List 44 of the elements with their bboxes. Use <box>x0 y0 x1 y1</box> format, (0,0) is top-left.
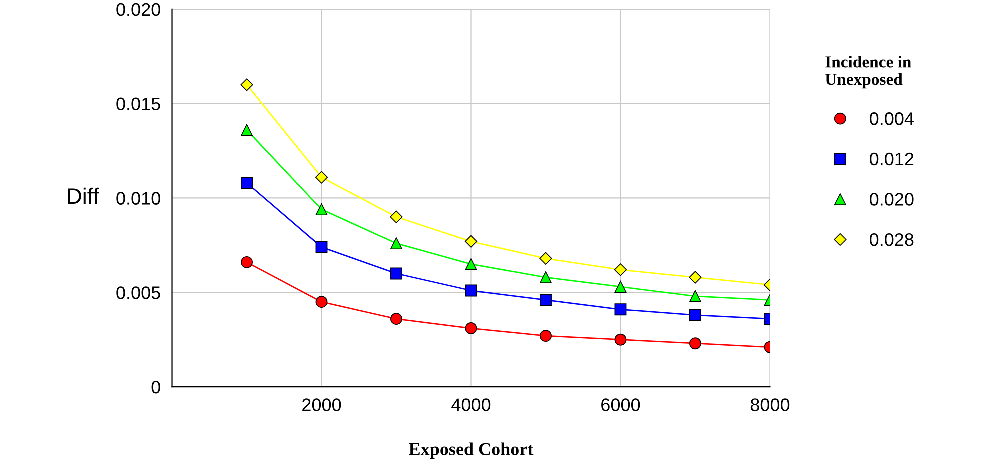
point <box>240 78 254 92</box>
x-tick-label: 2000 <box>302 398 342 412</box>
point <box>540 330 552 342</box>
point <box>690 309 702 322</box>
point <box>540 294 552 306</box>
point <box>316 241 328 254</box>
point <box>390 313 402 326</box>
point <box>315 171 328 184</box>
x-tick-label: 4000 <box>452 398 491 412</box>
point <box>689 271 702 284</box>
point <box>465 284 478 297</box>
x-tick-label: 6000 <box>602 398 640 412</box>
point <box>690 290 702 302</box>
point <box>614 281 627 293</box>
point <box>540 272 552 284</box>
point <box>464 235 478 248</box>
point <box>465 322 478 334</box>
legend-label: 0.020 <box>870 193 914 206</box>
y-tick-label: 0.005 <box>116 286 160 300</box>
point <box>316 204 328 216</box>
y-tick-label: 0.020 <box>116 3 160 16</box>
point <box>614 334 627 346</box>
point <box>390 210 403 224</box>
y-axis-title: Diff <box>68 188 100 204</box>
legend-label: 0.028 <box>870 233 914 246</box>
point <box>316 296 328 308</box>
x-tick-label: 8000 <box>750 398 790 412</box>
y-tick-label: 0 <box>152 380 160 394</box>
point <box>540 252 552 265</box>
point <box>390 238 402 250</box>
point <box>690 338 702 350</box>
point <box>614 264 628 276</box>
point <box>465 258 478 270</box>
x-axis-title: Exposed Cohort <box>409 442 534 460</box>
point <box>241 177 253 190</box>
legend-title: Incidence in Unexposed <box>826 56 912 89</box>
point <box>241 256 253 268</box>
y-tick-label: 0.015 <box>116 98 160 111</box>
y-tick-label: 0.010 <box>116 192 160 205</box>
point <box>390 268 402 280</box>
legend-label: 0.004 <box>870 112 914 126</box>
point <box>614 304 627 316</box>
point <box>241 124 253 136</box>
legend-label: 0.012 <box>870 152 914 166</box>
